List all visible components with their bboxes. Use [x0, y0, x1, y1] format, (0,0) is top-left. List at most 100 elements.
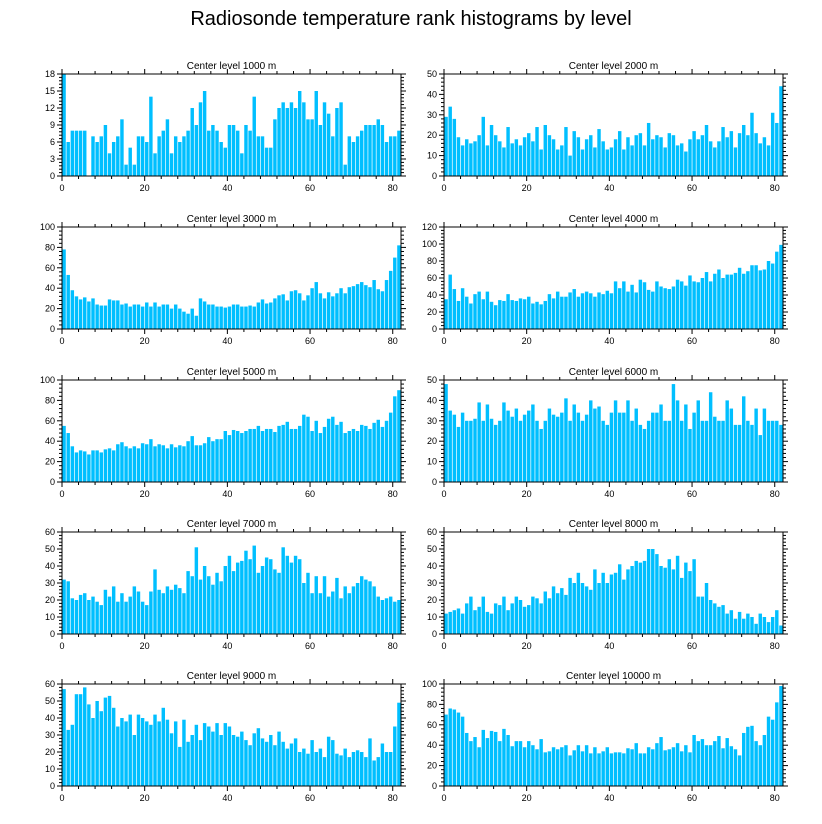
bar: [655, 135, 659, 176]
bar: [502, 300, 506, 329]
x-tick-label: 80: [770, 489, 780, 499]
bar: [376, 419, 380, 482]
y-tick-label: 0: [432, 171, 437, 181]
bar: [355, 431, 360, 482]
bar: [343, 293, 347, 329]
bar: [145, 302, 149, 329]
bar: [66, 274, 70, 329]
bar: [489, 730, 494, 786]
bar: [360, 752, 364, 786]
bar: [535, 598, 539, 634]
bar: [153, 302, 157, 329]
bar: [514, 741, 519, 786]
bar: [153, 446, 157, 482]
bar: [543, 591, 548, 634]
bar: [302, 300, 306, 329]
bar: [713, 416, 717, 482]
x-tick-label: 0: [441, 336, 446, 346]
bar: [231, 735, 236, 786]
bar: [626, 569, 630, 634]
bar: [260, 566, 265, 634]
bar: [692, 559, 696, 634]
bar: [671, 135, 676, 176]
bar: [95, 601, 99, 634]
y-tick-label: 30: [427, 110, 437, 120]
bar: [522, 137, 527, 176]
bar: [622, 149, 626, 176]
bar: [107, 448, 112, 482]
bar: [469, 741, 473, 786]
bar: [460, 145, 465, 176]
bar: [173, 447, 178, 482]
bar: [448, 708, 452, 786]
bar: [376, 119, 380, 176]
bar: [481, 729, 485, 786]
bar: [539, 304, 543, 329]
bar: [120, 119, 124, 176]
bar: [746, 271, 750, 329]
bar: [318, 433, 323, 482]
bar: [452, 289, 457, 329]
y-tick-label: 120: [422, 222, 437, 232]
bar: [601, 420, 605, 482]
x-tick-label: 80: [388, 183, 398, 193]
bar: [688, 428, 692, 482]
bar: [688, 752, 692, 786]
x-tick-label: 0: [59, 489, 64, 499]
bar: [62, 74, 66, 176]
x-tick-label: 0: [441, 793, 446, 803]
bar: [775, 420, 779, 482]
bar: [560, 588, 564, 634]
y-tick-label: 60: [45, 416, 55, 426]
bar: [326, 596, 331, 634]
bar: [775, 251, 779, 329]
bar: [725, 613, 729, 634]
bar: [717, 141, 721, 176]
bar: [186, 130, 190, 176]
bar: [671, 747, 676, 786]
bar: [506, 610, 510, 634]
bar: [531, 141, 535, 176]
bar: [613, 281, 618, 329]
bar: [297, 91, 302, 176]
bar: [190, 308, 194, 329]
bar: [750, 265, 754, 329]
bar: [111, 586, 116, 634]
bar: [322, 102, 327, 176]
bar: [169, 153, 174, 176]
bar: [124, 446, 128, 482]
y-tick-label: 100: [422, 239, 437, 249]
bar: [708, 141, 713, 176]
bar: [132, 446, 137, 482]
bar: [273, 569, 277, 634]
bar: [306, 753, 310, 786]
bar: [737, 755, 742, 786]
bar: [211, 441, 215, 482]
bar: [343, 586, 347, 634]
bar: [555, 149, 560, 176]
bar: [116, 300, 120, 329]
y-tick-label: 0: [432, 629, 437, 639]
bar: [235, 736, 240, 786]
bar: [165, 719, 170, 786]
bar: [679, 751, 684, 786]
bar: [489, 125, 494, 176]
bar: [326, 113, 331, 176]
bar: [310, 431, 314, 482]
y-tick-label: 50: [45, 544, 55, 554]
bar: [465, 139, 469, 176]
bar: [555, 291, 560, 329]
bar: [343, 433, 347, 482]
bar: [289, 291, 294, 329]
bar: [355, 583, 360, 634]
bar: [713, 273, 717, 329]
bar: [704, 420, 709, 482]
x-tick-label: 60: [305, 489, 315, 499]
bar: [729, 408, 734, 482]
bar: [186, 441, 190, 482]
bar: [675, 400, 680, 482]
bar: [302, 748, 306, 786]
bar: [617, 288, 622, 329]
bar: [555, 593, 560, 634]
bar: [456, 426, 461, 482]
